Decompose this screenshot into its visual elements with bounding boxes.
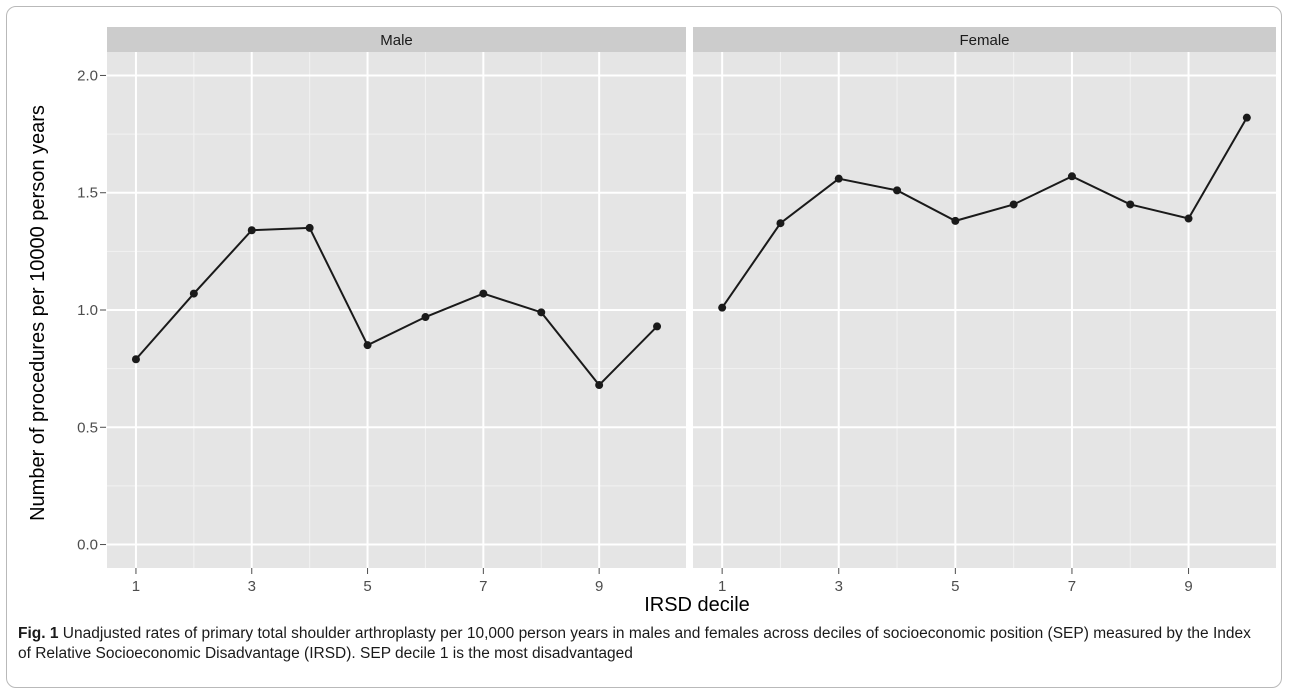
y-tick-label: 0.5 [77,419,98,436]
series-line-female [721,117,1248,309]
caption-text: Unadjusted rates of primary total should… [18,625,1251,662]
figure-frame [6,6,1282,688]
data-point [537,308,546,317]
data-point [893,186,902,195]
data-point [595,381,604,390]
x-tick-label: 5 [363,578,371,595]
data-point [131,355,140,364]
data-point [305,223,314,232]
y-tick-label: 1.0 [77,302,98,319]
x-tick-label: 7 [1068,578,1076,595]
data-point [1126,200,1135,209]
x-tick-label: 1 [718,578,726,595]
data-point [834,174,843,183]
data-point [653,322,662,331]
data-point [421,313,430,322]
data-point [1009,200,1018,209]
x-axis-title: IRSD decile [644,594,750,616]
caption-label: Fig. 1 [18,625,59,642]
data-point [1184,214,1193,223]
data-point [951,216,960,225]
figure-caption: Fig. 1 Unadjusted rates of primary total… [18,624,1268,664]
data-point [718,303,727,312]
x-tick-label: 9 [595,578,603,595]
x-tick-label: 3 [835,578,843,595]
panel-male: Male 1 3 5 7 9 [107,27,686,595]
x-tick-label: 3 [248,578,256,595]
data-point [776,219,785,228]
x-tick-label: 5 [951,578,959,595]
y-tick-label: 1.5 [77,185,98,202]
y-tick-label: 2.0 [77,67,98,84]
data-point [479,289,488,298]
data-point [1242,113,1251,122]
facet-strip-label: Female [959,32,1009,49]
data-point [363,341,372,350]
panels-layer: 0.0 0.5 1.0 1.5 2.0 Male 1 3 5 7 9 Female 1 3 5 7 9 [77,27,1276,595]
data-point [189,289,198,298]
x-tick-label: 9 [1184,578,1192,595]
faceted-line-chart: 0.0 0.5 1.0 1.5 2.0 Male 1 3 5 7 9 Female 1 3 5 7 9 IRSD… [27,27,1276,616]
y-axis-title: Number of procedures per 10000 person ye… [27,105,49,521]
y-tick-label: 0.0 [77,537,98,554]
x-tick-label: 1 [132,578,140,595]
series-line-male [135,226,658,387]
facet-strip-label: Male [380,32,413,49]
facet-strip [693,27,1276,52]
x-tick-label: 7 [479,578,487,595]
facet-strip [107,27,686,52]
data-point [1067,172,1076,181]
data-point [247,226,256,235]
panel-female: Female 1 3 5 7 9 [693,27,1276,595]
